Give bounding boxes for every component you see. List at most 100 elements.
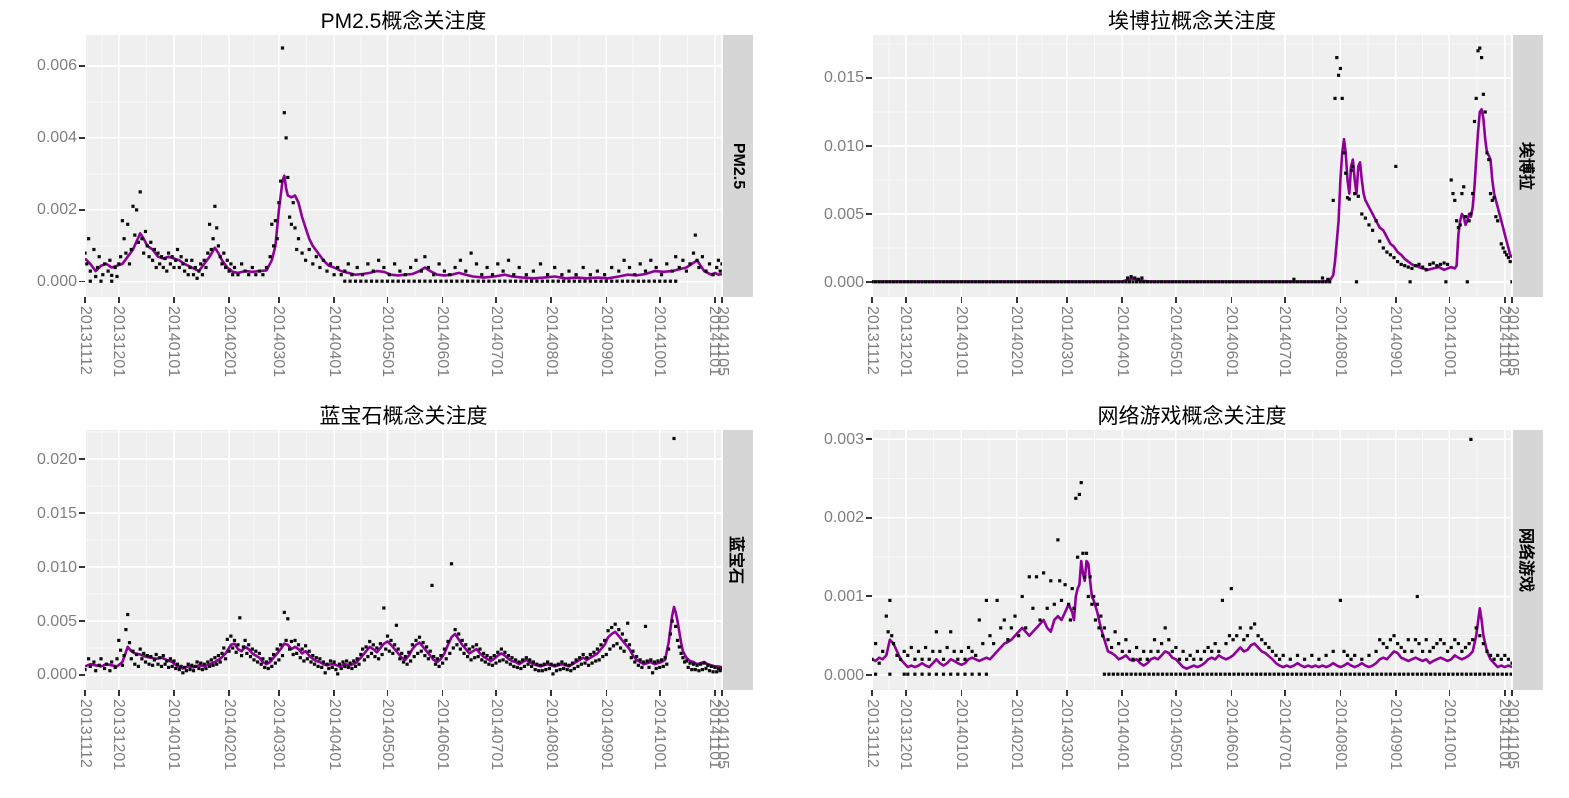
data-point xyxy=(1388,672,1392,676)
data-point xyxy=(184,669,188,673)
data-point xyxy=(170,255,174,259)
data-point xyxy=(1428,262,1432,266)
data-point xyxy=(85,668,87,672)
data-point xyxy=(1392,256,1396,260)
y-axis-tick-mark xyxy=(79,208,85,211)
data-point xyxy=(254,273,258,277)
data-point xyxy=(216,654,220,658)
data-point xyxy=(460,279,464,283)
data-point xyxy=(906,280,910,284)
data-point xyxy=(659,658,664,662)
data-point xyxy=(314,255,318,259)
data-point xyxy=(574,658,578,662)
y-axis-tick-mark xyxy=(866,145,872,147)
x-axis-tick-label: 20140901 xyxy=(597,306,615,378)
data-point xyxy=(1099,280,1103,284)
data-point xyxy=(1170,649,1174,653)
data-point xyxy=(462,651,466,655)
x-axis-tick-mark xyxy=(1448,690,1451,696)
x-axis-tick-mark xyxy=(721,690,723,696)
data-point xyxy=(1337,73,1341,77)
data-point xyxy=(1506,256,1510,260)
data-point xyxy=(371,269,375,273)
data-point xyxy=(652,279,656,283)
x-axis-tick-mark xyxy=(1230,690,1233,696)
data-point xyxy=(674,279,678,283)
data-point xyxy=(492,279,496,283)
data-point xyxy=(1088,280,1092,284)
data-point xyxy=(232,638,237,642)
data-point xyxy=(583,661,587,665)
data-point xyxy=(1492,196,1496,200)
data-point xyxy=(544,668,548,672)
data-point xyxy=(1260,280,1264,284)
data-point xyxy=(184,258,188,262)
data-point xyxy=(1113,630,1117,634)
data-point xyxy=(938,649,942,653)
data-point xyxy=(339,666,343,671)
data-point xyxy=(531,269,535,273)
data-point xyxy=(474,643,479,647)
data-point xyxy=(1374,649,1378,653)
data-point xyxy=(156,662,160,666)
data-point xyxy=(343,664,347,668)
data-point xyxy=(421,641,425,645)
data-point xyxy=(984,672,988,676)
data-point xyxy=(503,650,507,654)
data-point xyxy=(216,244,220,248)
data-point xyxy=(296,643,301,647)
data-point xyxy=(1453,198,1457,202)
data-point xyxy=(1444,280,1448,284)
data-point xyxy=(1385,645,1389,650)
data-point xyxy=(977,618,981,622)
data-point xyxy=(677,645,681,649)
data-point xyxy=(1467,219,1471,223)
y-axis-tick-mark xyxy=(79,136,85,139)
data-point xyxy=(231,646,235,650)
data-point xyxy=(704,666,708,671)
data-point xyxy=(343,279,347,283)
facet-title-pm25: PM2.5概念关注度 xyxy=(320,10,487,33)
data-point xyxy=(369,279,374,283)
data-point xyxy=(225,258,229,262)
data-point xyxy=(1110,280,1114,284)
data-point xyxy=(707,262,712,266)
data-point xyxy=(715,670,719,674)
data-point xyxy=(1210,649,1214,653)
data-point xyxy=(487,279,491,283)
data-point xyxy=(414,258,418,262)
data-point xyxy=(359,652,363,657)
data-point xyxy=(1460,192,1464,196)
data-point xyxy=(1394,164,1398,168)
data-point xyxy=(640,665,644,669)
data-point xyxy=(156,251,160,255)
data-point xyxy=(371,643,375,647)
data-point xyxy=(1120,672,1124,676)
data-point xyxy=(1202,649,1207,653)
data-point xyxy=(526,662,530,666)
data-point xyxy=(546,273,550,277)
data-point xyxy=(117,638,121,642)
data-point xyxy=(1499,657,1503,661)
data-point xyxy=(1138,657,1142,661)
data-point xyxy=(191,273,196,277)
data-point xyxy=(291,201,295,205)
data-point xyxy=(1303,657,1307,661)
x-axis-tick-label: 20140401 xyxy=(325,306,343,378)
data-point xyxy=(343,269,347,273)
data-point xyxy=(547,666,551,671)
data-point xyxy=(236,273,240,277)
data-point xyxy=(659,273,664,277)
data-point xyxy=(1217,649,1221,653)
data-point xyxy=(295,247,299,252)
data-point xyxy=(380,652,384,657)
data-point xyxy=(1344,171,1348,175)
data-point xyxy=(1408,280,1412,284)
x-axis-tick-label: 20141001 xyxy=(651,306,669,378)
y-axis-tick-label: 0.004 xyxy=(36,129,77,147)
data-point xyxy=(1403,649,1407,653)
data-point xyxy=(140,237,144,241)
data-point xyxy=(401,279,406,283)
y-axis-tick-mark xyxy=(866,281,872,283)
strip-label: PM2.5 xyxy=(730,142,747,190)
